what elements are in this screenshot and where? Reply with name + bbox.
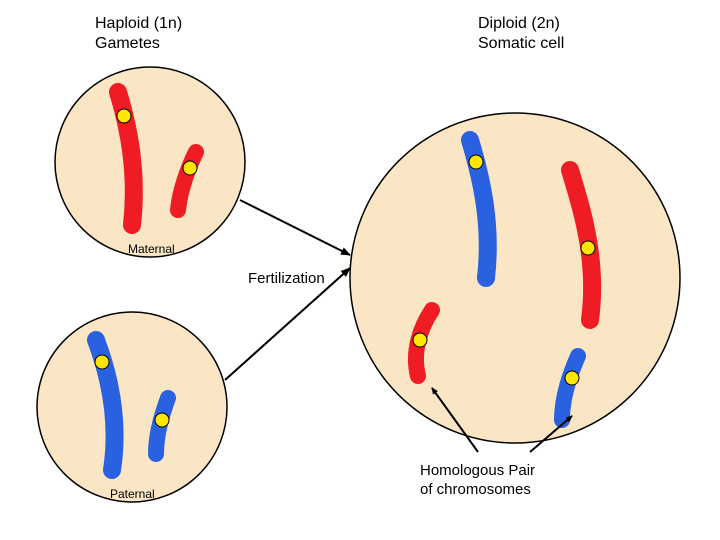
- maternal-chromosome-large-centromere: [117, 109, 131, 123]
- diploid-maternal-large-centromere: [581, 241, 595, 255]
- diploid-somatic-cell: [350, 113, 680, 443]
- fertilization-arrow-top: [240, 200, 350, 255]
- maternal-label: Maternal: [128, 242, 175, 257]
- paternal-gamete-cell: [37, 312, 227, 502]
- maternal-gamete-cell: [55, 67, 245, 257]
- diploid-paternal-small-centromere: [565, 371, 579, 385]
- paternal-chromosome-large-centromere: [95, 355, 109, 369]
- homologous-pair-label: Homologous Pair of chromosomes: [420, 462, 535, 500]
- diploid-maternal-small-centromere: [413, 333, 427, 347]
- title-haploid: Haploid (1n) Gametes: [95, 14, 182, 54]
- diploid-paternal-large-centromere: [469, 155, 483, 169]
- fertilization-diagram: [0, 0, 720, 540]
- fertilization-label: Fertilization: [248, 270, 325, 289]
- title-diploid: Diploid (2n) Somatic cell: [478, 14, 564, 54]
- paternal-label: Paternal: [110, 487, 155, 502]
- maternal-chromosome-small-centromere: [183, 161, 197, 175]
- paternal-chromosome-small-centromere: [155, 413, 169, 427]
